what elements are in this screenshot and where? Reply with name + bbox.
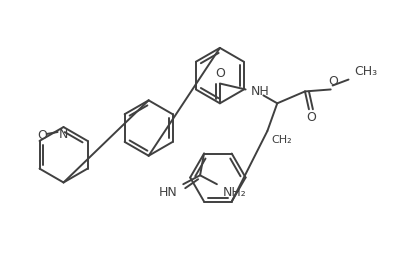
Text: O: O <box>306 111 316 124</box>
Text: O: O <box>37 129 47 142</box>
Text: O: O <box>215 67 225 80</box>
Text: N: N <box>59 128 68 141</box>
Text: CH₃: CH₃ <box>354 65 378 78</box>
Text: NH₂: NH₂ <box>223 186 247 199</box>
Text: HN: HN <box>159 186 177 199</box>
Text: NH: NH <box>251 85 269 98</box>
Text: O: O <box>329 75 339 88</box>
Text: CH₂: CH₂ <box>271 135 292 145</box>
